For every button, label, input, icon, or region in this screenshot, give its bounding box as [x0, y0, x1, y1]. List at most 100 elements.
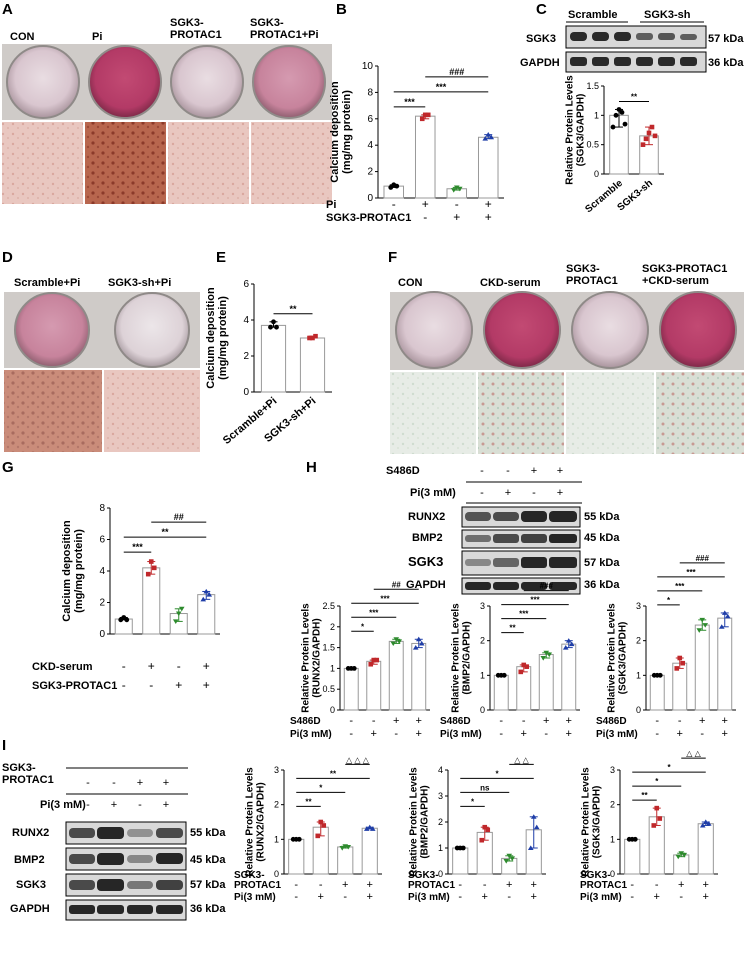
y-tick-label: 2 [610, 800, 615, 810]
treatment-row-label: Pi(3 mM) [234, 892, 276, 903]
blot-row-label: BMP2 [412, 532, 443, 544]
treatment-sign: + [137, 777, 143, 789]
y-tick-label: 3 [610, 765, 615, 775]
data-point [374, 657, 380, 663]
y-axis-label: Relative Protein Levels(SGK3/GAPDH) [607, 603, 629, 713]
treatment-sign: - [122, 659, 126, 673]
data-point [363, 826, 370, 831]
significance-label: ** [289, 304, 297, 314]
panel-d: D Scramble+Pi SGK3-sh+Pi [2, 249, 200, 452]
treatment-sign: - [349, 715, 353, 727]
treatment-row-label: SGK3-PROTAC1 [32, 680, 117, 692]
kda-label: 55 kDa [190, 827, 226, 839]
y-tick-label: 1 [274, 834, 279, 844]
data-point [310, 335, 315, 341]
data-point [674, 666, 680, 671]
y-tick-label: 2 [243, 351, 249, 362]
blot-band [127, 855, 153, 863]
treatment-sign: + [506, 879, 512, 891]
well-sgk3sh-pi [114, 292, 190, 368]
data-point [369, 826, 376, 831]
data-point [543, 650, 550, 656]
treatment-row-label-line: Pi(3 mM) [580, 892, 622, 903]
treatment-sign: + [453, 210, 460, 224]
data-point [453, 185, 460, 191]
bar [114, 618, 133, 635]
treatment-row-label: Pi(3 mM) [596, 729, 638, 740]
y-tick-label: 10 [362, 61, 374, 72]
bar [414, 115, 436, 199]
data-point [652, 133, 658, 139]
data-point [632, 836, 638, 842]
treatment-sign: - [394, 728, 398, 740]
y-tick-label: 0.5 [322, 684, 335, 694]
y-tick-label: 2 [274, 800, 279, 810]
blot-band [592, 57, 609, 66]
treatment-sign: + [557, 487, 563, 499]
treatment-sign: - [480, 487, 484, 499]
data-point [479, 837, 485, 843]
significance-label: *** [675, 582, 685, 591]
treatment-sign: + [677, 728, 683, 740]
data-point [696, 628, 703, 633]
y-tick-label: 0 [330, 705, 335, 715]
treatment-sign: + [203, 678, 210, 692]
data-point [151, 565, 157, 571]
data-point [699, 822, 706, 828]
well-scramble-pi [14, 292, 90, 368]
treatment-sign: + [318, 891, 324, 903]
treatment-sign: - [532, 487, 536, 499]
data-point [616, 107, 622, 112]
treatment-sign: - [112, 777, 116, 789]
y-tick-label: 1 [594, 110, 599, 120]
significance-label: *** [369, 608, 379, 617]
label-line: PROTAC1 [170, 29, 222, 41]
treatment-sign: - [507, 891, 511, 903]
kda-label: 36 kDa [708, 57, 744, 69]
blot-band [658, 57, 675, 66]
treatment-row-label-line: SGK3-PROTAC1 [326, 212, 411, 224]
data-point [533, 824, 540, 830]
panel-h-blot: H S486D Pi(3 mM) - - + + - + - + RUNX2 B… [306, 459, 620, 595]
treatment-row-label: Pi(3 mM) [290, 729, 332, 740]
data-point [313, 333, 318, 339]
treatment-sign: + [722, 728, 728, 740]
treatment-sign: + [722, 715, 728, 727]
treatment-row-label: SGK3-PROTAC1 [580, 870, 627, 891]
data-point [678, 851, 685, 856]
y-tick-label: 8 [99, 503, 105, 514]
data-point [546, 652, 553, 658]
panel-c-blot: C Scramble SGK3-sh SGK3 GAPDH 57 kDa 36 … [520, 1, 744, 73]
data-point [296, 836, 302, 842]
data-point [318, 819, 324, 825]
significance-label: △ △ [686, 749, 701, 758]
blot-band [680, 34, 697, 40]
significance-label: * [655, 777, 659, 786]
bar [624, 838, 641, 875]
panel-f-label: SGK3-PROTAC1 +CKD-serum [642, 263, 727, 287]
y-tick-label: 2 [367, 167, 373, 178]
data-point [622, 121, 628, 127]
treatment-sign: + [703, 879, 709, 891]
y-tick-label: 0 [480, 705, 485, 715]
data-point [521, 662, 527, 668]
significance-label: *** [686, 568, 696, 577]
treatment-sign: + [531, 879, 537, 891]
y-tick-label: 2 [480, 636, 485, 646]
y-axis-label-line: Relative Protein Levels [245, 767, 256, 877]
panel-a-labels: CON Pi SGK3-PROTAC1 SGK3-PROTAC1+Pi [10, 17, 319, 43]
y-tick-label: 3 [274, 765, 279, 775]
significance-label: * [471, 797, 475, 806]
blot-band [69, 828, 95, 838]
data-point [657, 816, 663, 821]
y-axis-label-line: (BMP2/GAPDH) [462, 621, 473, 694]
y-axis-label-line: (RUNX2/GAPDH) [312, 618, 323, 697]
panel-d-label: Scramble+Pi [14, 277, 80, 289]
treatment-sign: - [483, 879, 487, 891]
treatment-sign: + [485, 197, 492, 211]
treatment-row-label: Pi(3 mM) [580, 892, 622, 903]
y-axis-label-line: (mg/mg protein) [341, 90, 353, 174]
data-point [568, 641, 575, 647]
bar [493, 674, 509, 711]
data-point [485, 827, 491, 833]
